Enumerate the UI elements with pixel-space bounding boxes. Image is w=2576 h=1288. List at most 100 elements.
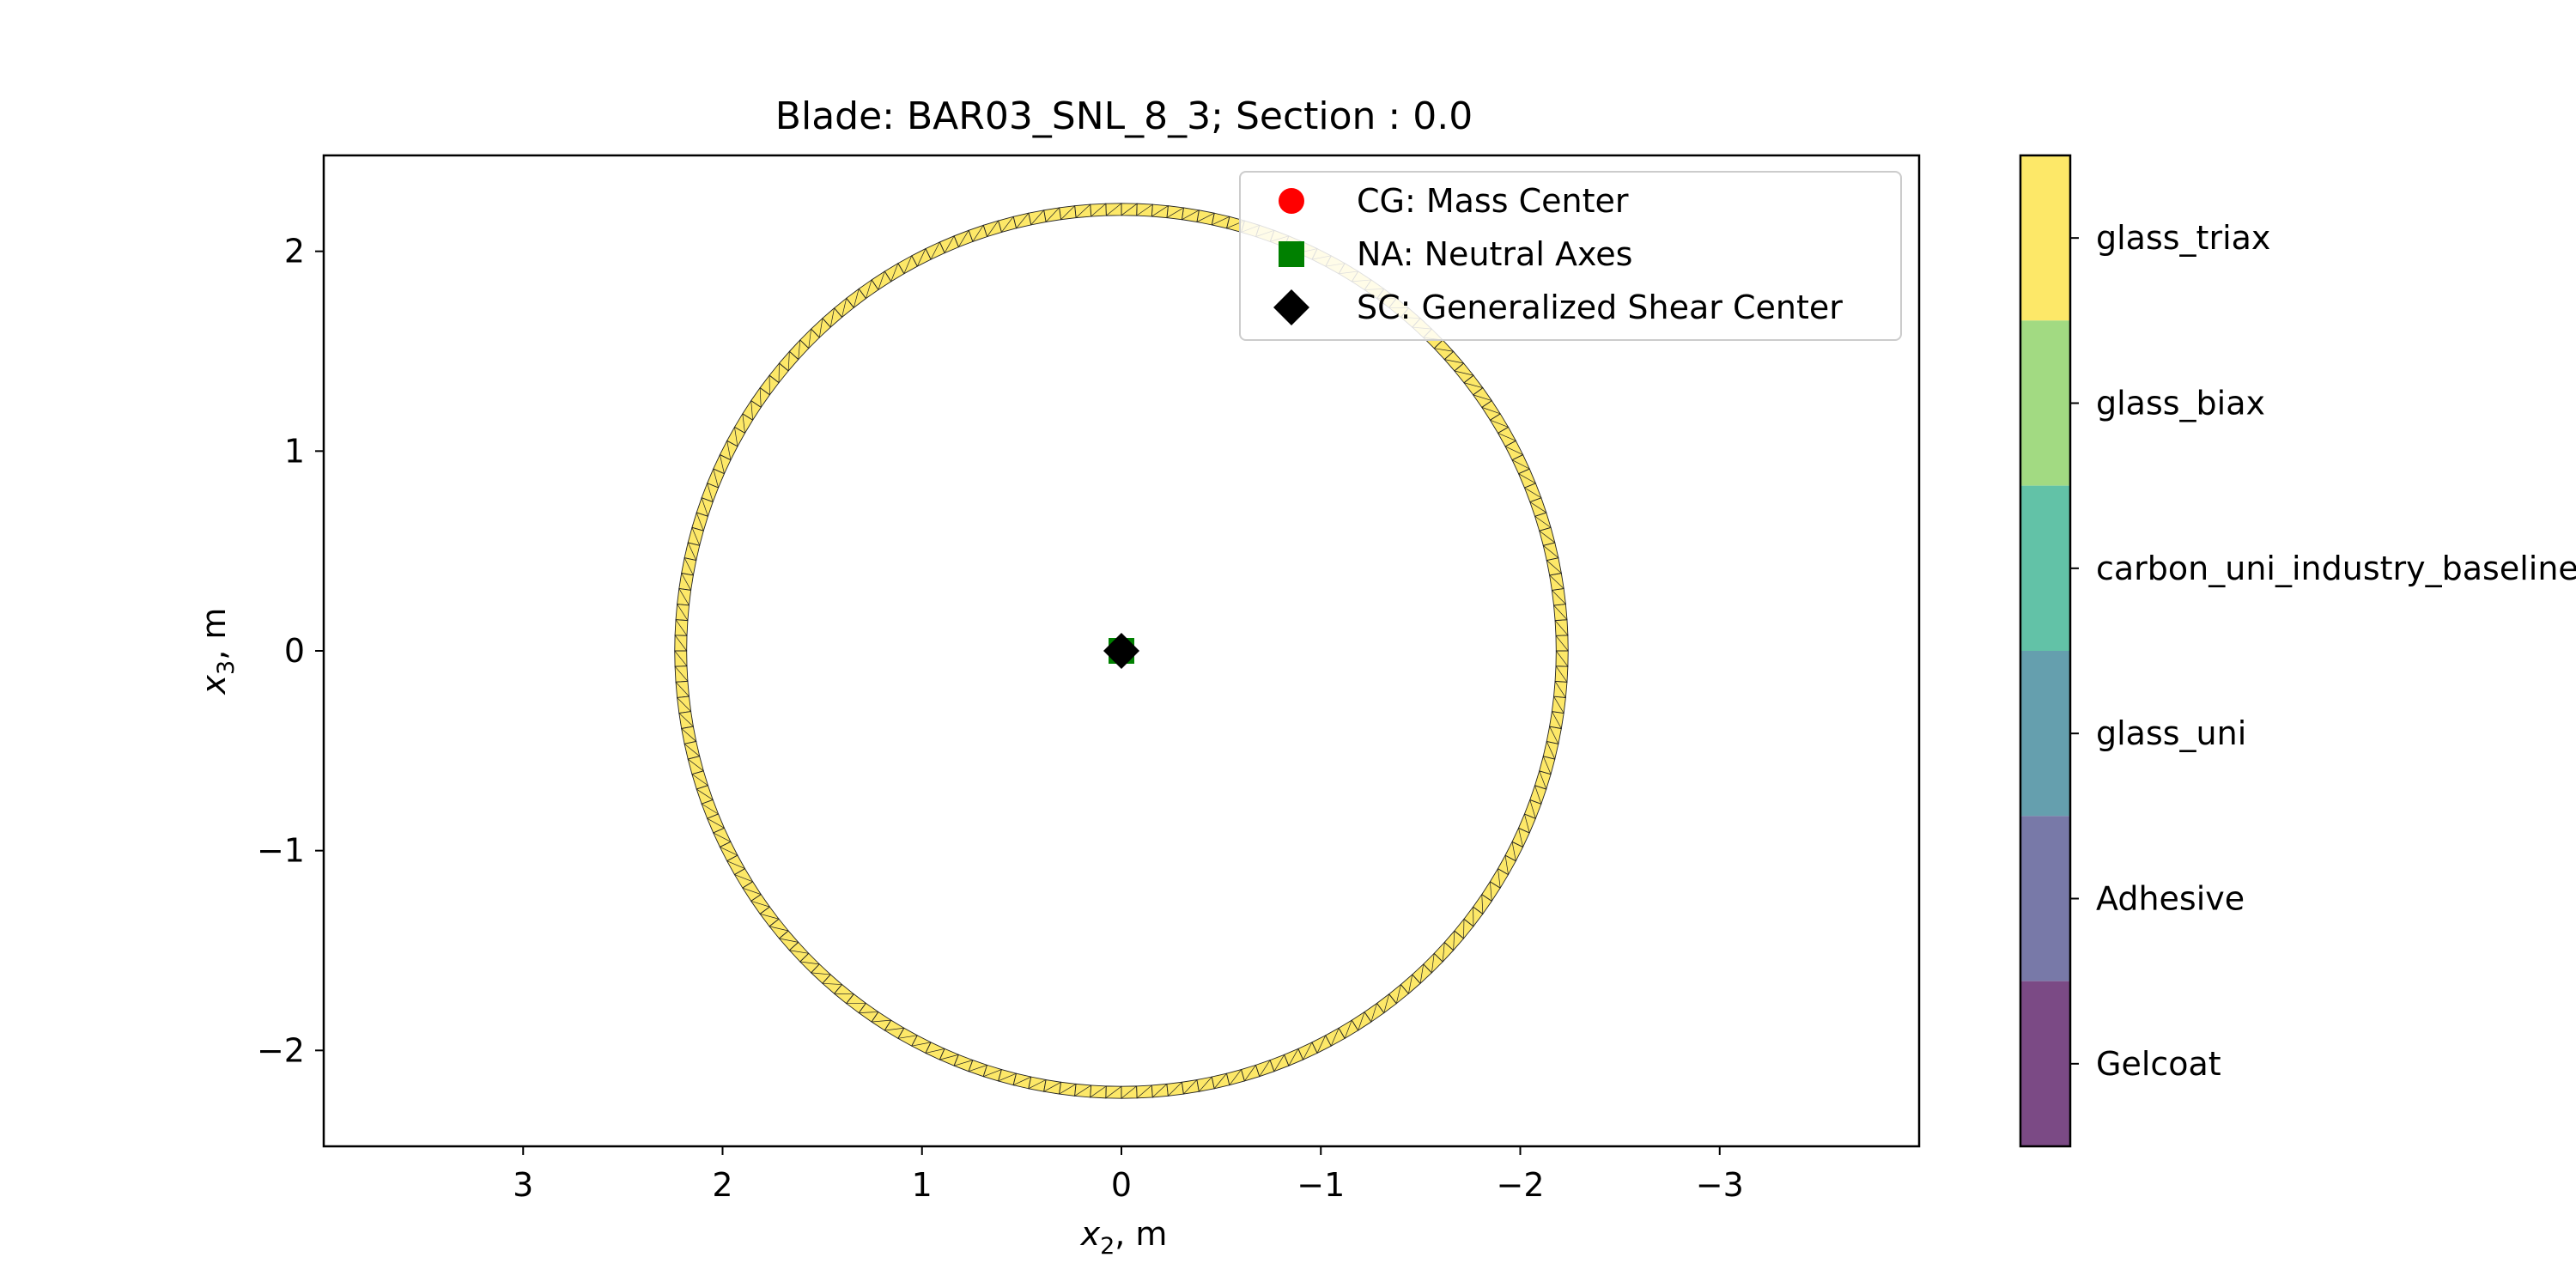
x-tick-label: −1: [1297, 1166, 1345, 1204]
ring-element-diagonal: [1152, 1084, 1168, 1098]
ring-element-diagonal: [897, 1035, 918, 1039]
ring-element-diagonal: [1408, 974, 1413, 994]
ring-element-diagonal: [683, 744, 700, 756]
ring-element-diagonal: [954, 1060, 973, 1066]
ring-element-diagonal: [1546, 741, 1556, 760]
ring-element-diagonal: [911, 1042, 932, 1047]
ring-element-diagonal: [1539, 530, 1556, 544]
ring-element-diagonal: [987, 220, 999, 237]
ring-element-diagonal: [1151, 205, 1169, 217]
ring-element-diagonal: [1539, 770, 1547, 790]
y-axis-label: x3, m: [195, 608, 240, 696]
ring-element-diagonal: [808, 329, 811, 349]
ring-element-diagonal: [707, 817, 725, 829]
ring-element-diagonal: [683, 557, 694, 576]
legend-label: NA: Neutral Axes: [1357, 235, 1632, 273]
ring-element-diagonal: [1555, 635, 1569, 652]
ring-element-diagonal: [1546, 560, 1562, 574]
legend-label: SC: Generalized Shear Center: [1357, 289, 1843, 326]
colorbar-label: Gelcoat: [2096, 1045, 2221, 1083]
ring-element-diagonal: [1481, 894, 1484, 914]
ring-element-diagonal: [1273, 1054, 1285, 1072]
colorbar-label: glass_uni: [2096, 714, 2246, 752]
ring-element-diagonal: [713, 468, 719, 489]
colorbar-segment: [2020, 981, 2070, 1146]
y-tick-label: 2: [284, 233, 305, 270]
ring-element-diagonal: [1395, 984, 1401, 1004]
ring-element-diagonal: [799, 961, 820, 965]
ring-element-diagonal: [1016, 213, 1030, 229]
ring-element-diagonal: [1121, 203, 1138, 216]
ring-element-diagonal: [742, 413, 745, 434]
ring-element-diagonal: [1453, 931, 1455, 951]
ring-element-diagonal: [687, 758, 704, 772]
ring-element-diagonal: [759, 387, 762, 408]
y-axis-label-sub: 3: [213, 660, 240, 675]
ring-element-diagonal: [903, 255, 913, 274]
ring-element-diagonal: [1358, 1012, 1365, 1031]
ring-element-diagonal: [872, 1019, 891, 1023]
x-axis-label-sub: 2: [1100, 1233, 1115, 1260]
x-tick-label: −3: [1696, 1166, 1744, 1204]
ring-element-diagonal: [1059, 1084, 1077, 1095]
ring-element-diagonal: [681, 573, 691, 591]
colorbar-segment: [2020, 320, 2070, 486]
ring-element-diagonal: [677, 604, 689, 621]
ring-element-diagonal: [1136, 1084, 1152, 1099]
x-axis-ticks: 3 2 1 0 −1 −2 −3: [513, 1146, 1744, 1204]
ring-element-diagonal: [1030, 210, 1044, 226]
ring-element-diagonal: [678, 588, 690, 606]
ring-element-diagonal: [1553, 605, 1568, 620]
ring-element-diagonal: [1534, 515, 1552, 528]
legend-label: CG: Mass Center: [1357, 182, 1629, 220]
ring-element-diagonal: [983, 1069, 1002, 1077]
y-tick-label: −1: [257, 832, 305, 870]
ring-element-diagonal: [734, 874, 753, 883]
x-tick-label: −2: [1496, 1166, 1544, 1204]
ring-element-diagonal: [726, 860, 745, 869]
ring-element-diagonal: [696, 512, 704, 532]
ring-element-diagonal: [1288, 1048, 1299, 1066]
x-axis-label-main: x: [1080, 1215, 1101, 1253]
ring-element-diagonal: [884, 1027, 904, 1031]
ring-element-diagonal: [1543, 545, 1559, 558]
ring-element-diagonal: [1518, 473, 1536, 484]
ring-element-diagonal: [707, 483, 714, 502]
ring-element-diagonal: [1504, 855, 1509, 875]
x-tick-label: 0: [1111, 1166, 1132, 1204]
legend-entries: CG: Mass Center NA: Neutral Axes SC: Gener…: [1273, 182, 1843, 326]
ring-element-diagonal: [1419, 963, 1425, 984]
ring-element-diagonal: [1330, 1028, 1340, 1047]
ring-element-diagonal: [1105, 1085, 1122, 1099]
colorbar: glass_triax glass_biax carbon_uni_industry…: [2019, 154, 2576, 1148]
ring-element-diagonal: [1229, 1069, 1242, 1085]
y-axis-label-unit: , m: [195, 608, 233, 660]
y-tick-label: 1: [284, 432, 305, 470]
x-axis-label: x2, m: [1080, 1215, 1168, 1260]
ring-element-diagonal: [1074, 1084, 1091, 1097]
ring-element-diagonal: [1498, 433, 1516, 441]
ring-element-diagonal: [1259, 1060, 1271, 1077]
colorbar-segments: [2020, 155, 2070, 1146]
colorbar-segment: [2020, 155, 2070, 321]
section-ring: [674, 203, 1569, 1099]
legend-marker-square: [1279, 241, 1304, 267]
diamond-marker: [1103, 633, 1139, 669]
ring-element-diagonal: [1518, 828, 1523, 848]
ring-element-diagonal: [713, 832, 732, 842]
ring-element-diagonal: [930, 241, 940, 260]
colorbar-label: carbon_uni_industry_baseline: [2096, 550, 2576, 587]
ring-element-diagonal: [696, 788, 714, 800]
ring-element-diagonal: [674, 650, 688, 666]
ring-element-diagonal: [1045, 207, 1060, 222]
ring-element-diagonal: [750, 901, 770, 908]
ring-element-diagonal: [1028, 1079, 1047, 1090]
colorbar-label: Adhesive: [2096, 880, 2245, 918]
ring-element-diagonal: [675, 619, 688, 636]
ring-element-diagonal: [1383, 993, 1390, 1013]
ring-element-diagonal: [1199, 1076, 1212, 1092]
ring-element-diagonal: [1524, 487, 1542, 499]
ring-element-diagonal: [1444, 359, 1464, 364]
ring-element-diagonal: [1212, 216, 1230, 226]
ring-element-diagonal: [726, 440, 732, 460]
